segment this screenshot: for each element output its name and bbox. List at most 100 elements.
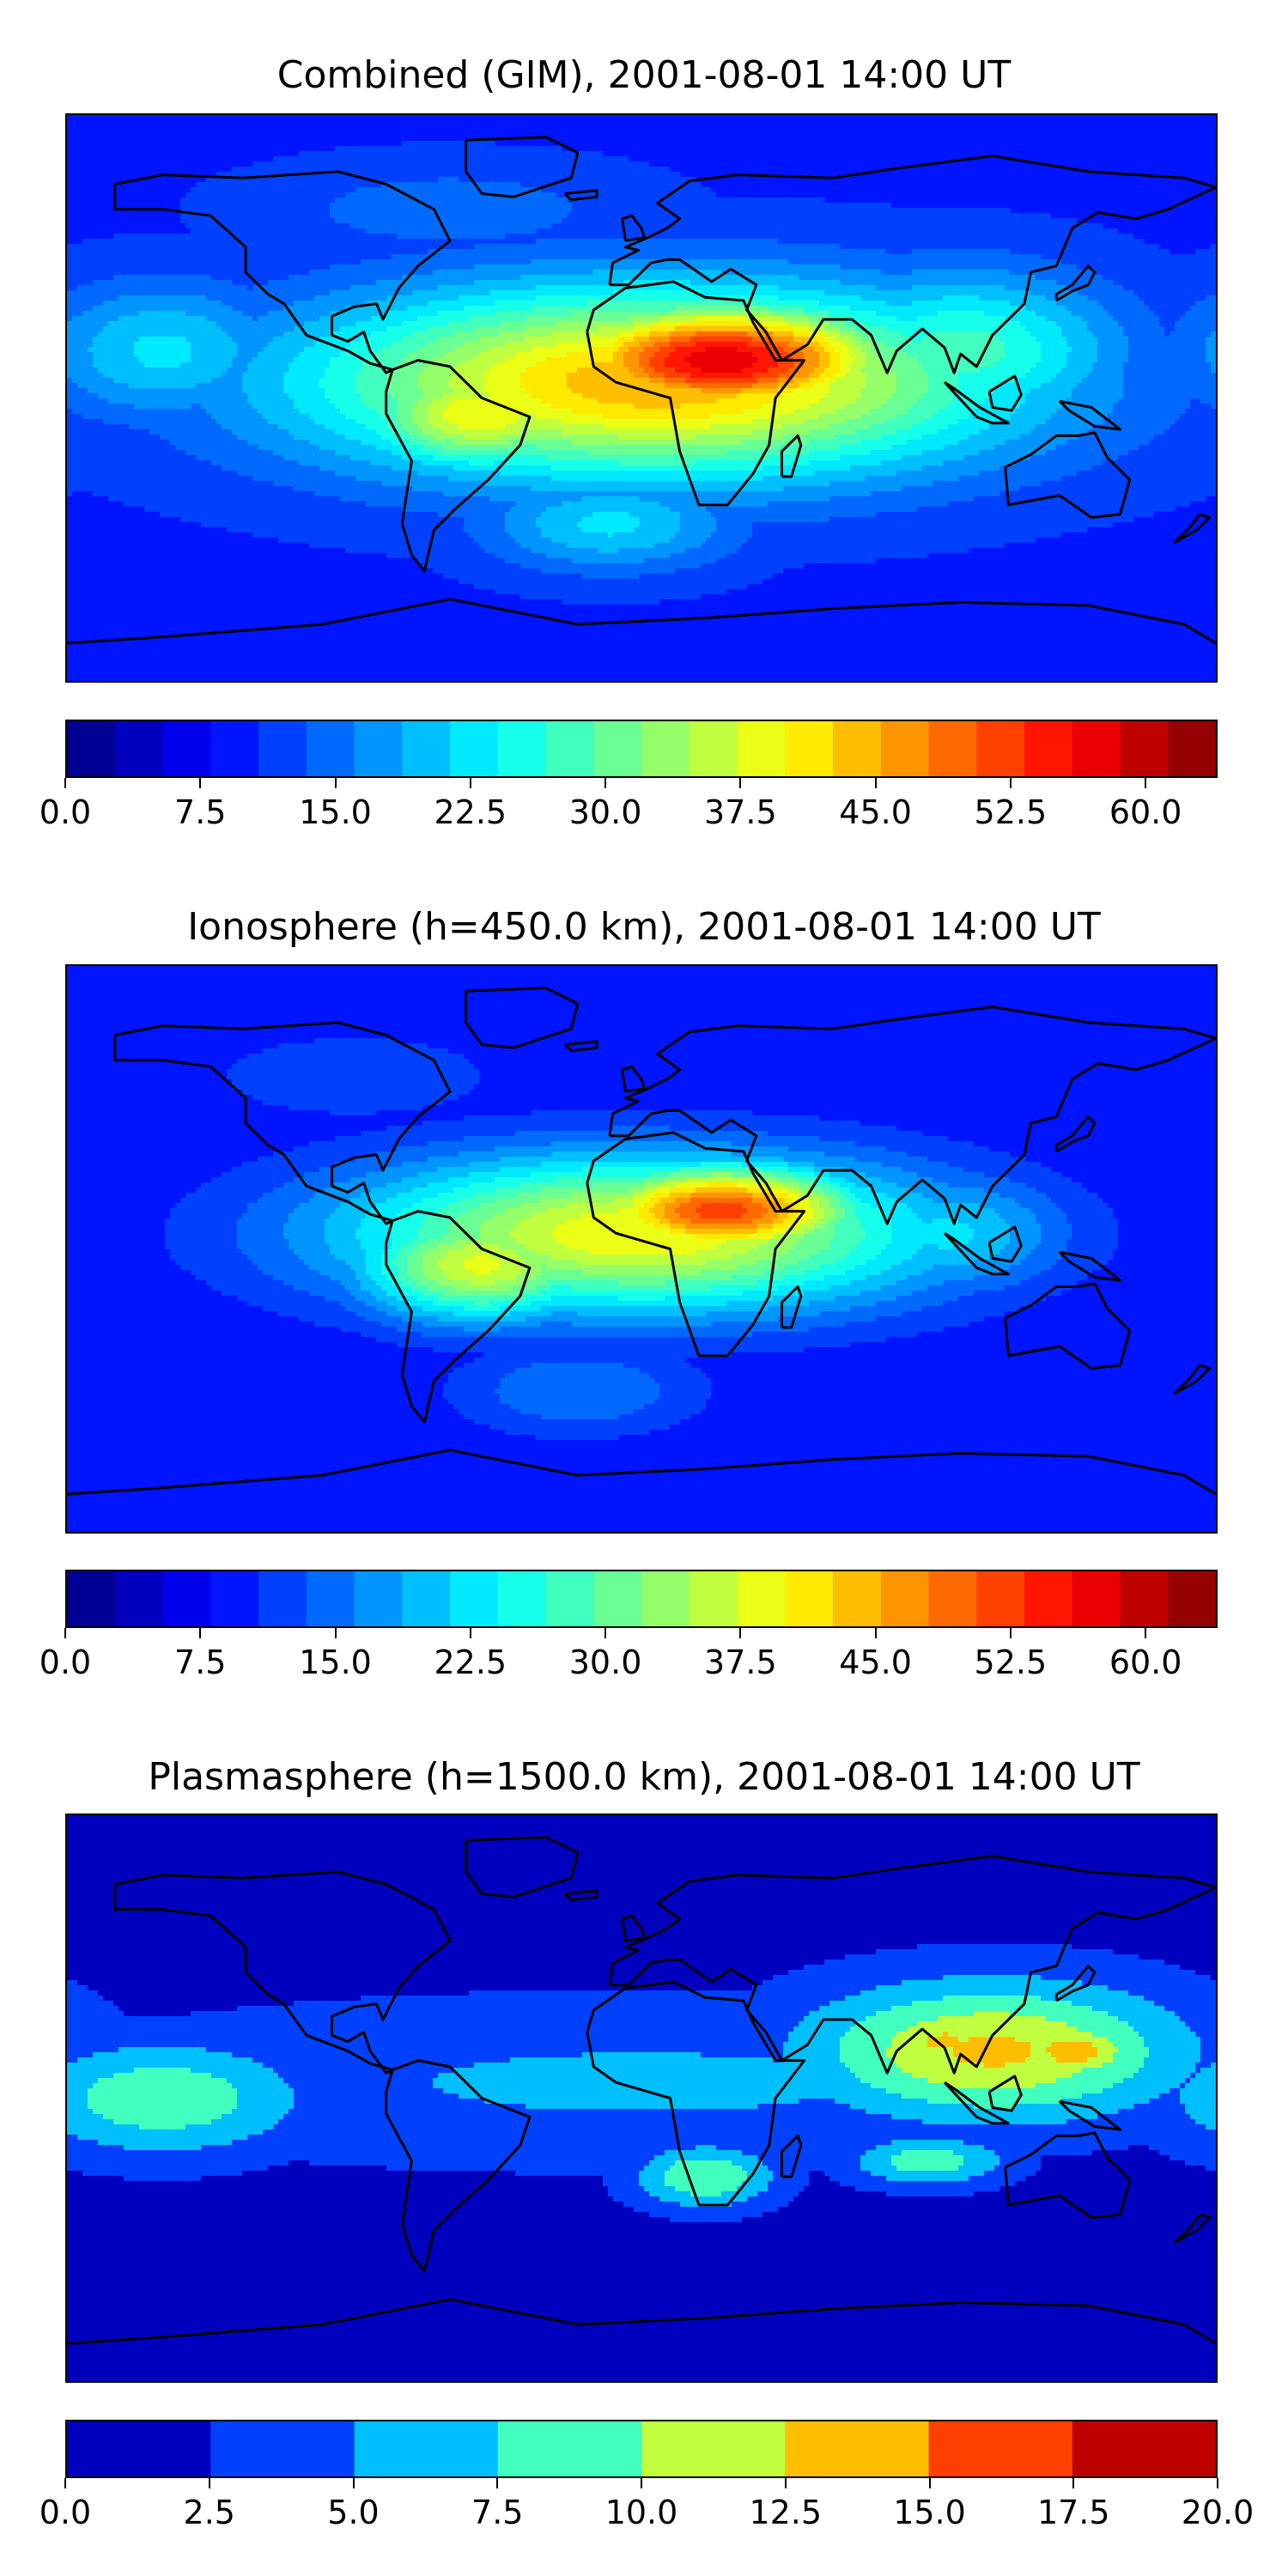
colorbar-level — [690, 1571, 738, 1626]
map-combined — [65, 113, 1218, 683]
colorbar-level — [641, 2421, 786, 2476]
colorbar-tick-mark — [64, 2478, 66, 2488]
colorbar-level — [210, 721, 258, 776]
colorbar-level — [210, 1571, 258, 1626]
colorbar-level — [115, 721, 163, 776]
colorbar-tick-mark — [605, 1628, 606, 1638]
colorbar-tick-label: 7.5 — [174, 1643, 226, 1681]
colorbar-level — [355, 2421, 499, 2476]
colorbar-level — [929, 1571, 977, 1626]
colorbar-level — [738, 1571, 786, 1626]
colorbar-level — [593, 1571, 641, 1626]
colorbar-tick-label: 37.5 — [704, 793, 777, 831]
colorbar-level — [498, 1571, 546, 1626]
colorbar-tick-label: 0.0 — [39, 2494, 91, 2531]
colorbar-tick-mark — [335, 1628, 337, 1638]
colorbar-level — [258, 721, 307, 776]
chart-title-combined: Combined (GIM), 2001-08-01 14:00 UT — [0, 53, 1288, 97]
colorbar-tick-mark — [1010, 1628, 1012, 1638]
colorbar-level — [1024, 1571, 1072, 1626]
colorbar-tick-mark — [335, 778, 337, 788]
colorbar-tick-mark — [875, 1628, 877, 1638]
colorbar-tick-label: 5.0 — [327, 2494, 379, 2531]
colorbar-tick-mark — [1145, 778, 1146, 788]
colorbar-tick-label: 12.5 — [749, 2494, 822, 2531]
colorbar-tick-mark — [1072, 2478, 1074, 2488]
colorbar-svg-plasmasphere — [67, 2421, 1216, 2476]
colorbar-ticks-ionosphere: 0.0 7.5 15.0 22.5 30.0 37.5 45.0 52.5 60.0 — [65, 1628, 1218, 1688]
map-ionosphere — [65, 964, 1218, 1534]
colorbar-level — [355, 721, 403, 776]
heatmap-field — [67, 966, 1216, 1532]
colorbar-tick-label: 0.0 — [39, 1643, 91, 1681]
colorbar-tick-label: 0.0 — [39, 793, 91, 831]
colorbar-level — [258, 1571, 307, 1626]
colorbar-tick-mark — [875, 778, 877, 788]
colorbar-tick-label: 10.0 — [605, 2494, 678, 2531]
colorbar-level — [929, 2421, 1073, 2476]
colorbar-level — [402, 721, 450, 776]
colorbar-level — [1168, 1571, 1216, 1626]
map-svg-combined — [67, 115, 1216, 681]
colorbar-level — [402, 1571, 450, 1626]
colorbar-tick-mark — [470, 1628, 471, 1638]
colorbar-level — [976, 1571, 1024, 1626]
colorbar-tick-label: 15.0 — [893, 2494, 966, 2531]
colorbar-tick-mark — [1010, 778, 1012, 788]
colorbar-plasmasphere — [65, 2420, 1218, 2478]
colorbar-tick-label: 60.0 — [1109, 793, 1182, 831]
colorbar-level — [593, 721, 641, 776]
colorbar-level — [881, 1571, 929, 1626]
colorbar-level — [785, 1571, 833, 1626]
colorbar-tick-mark — [353, 2478, 355, 2488]
colorbar-tick-label: 17.5 — [1037, 2494, 1110, 2531]
colorbar-tick-mark — [209, 2478, 210, 2488]
colorbar-level — [929, 721, 977, 776]
chart-title-plasmasphere: Plasmasphere (h=1500.0 km), 2001-08-01 1… — [0, 1755, 1288, 1799]
colorbar-level — [450, 1571, 498, 1626]
colorbar-tick-label: 52.5 — [975, 793, 1048, 831]
colorbar-level — [307, 1571, 355, 1626]
colorbar-level — [163, 1571, 211, 1626]
map-svg-plasmasphere — [67, 1815, 1216, 2381]
colorbar-ionosphere — [65, 1570, 1218, 1628]
colorbar-tick-label: 52.5 — [975, 1643, 1048, 1681]
chart-title-ionosphere: Ionosphere (h=450.0 km), 2001-08-01 14:0… — [0, 905, 1288, 949]
colorbar-level — [355, 1571, 403, 1626]
colorbar-tick-mark — [929, 2478, 931, 2488]
colorbar-tick-mark — [641, 2478, 642, 2488]
colorbar-level — [498, 2421, 642, 2476]
colorbar-level — [115, 1571, 163, 1626]
colorbar-level — [833, 721, 881, 776]
colorbar-tick-mark — [199, 1628, 201, 1638]
map-plasmasphere — [65, 1814, 1218, 2383]
colorbar-level — [1121, 1571, 1169, 1626]
colorbar-level — [690, 721, 738, 776]
colorbar-tick-mark — [785, 2478, 787, 2488]
colorbar-tick-mark — [1217, 2478, 1218, 2488]
colorbar-level — [833, 1571, 881, 1626]
colorbar-level — [546, 721, 594, 776]
colorbar-ticks-combined: 0.0 7.5 15.0 22.5 30.0 37.5 45.0 52.5 60.0 — [65, 778, 1218, 838]
colorbar-level — [163, 721, 211, 776]
colorbar-tick-label: 37.5 — [704, 1643, 777, 1681]
colorbar-svg-combined — [67, 721, 1216, 776]
colorbar-level — [210, 2421, 355, 2476]
heatmap-field — [67, 1815, 1216, 2381]
colorbar-tick-label: 22.5 — [434, 1643, 507, 1681]
colorbar-level — [785, 721, 833, 776]
colorbar-level — [1072, 1571, 1121, 1626]
colorbar-tick-label: 7.5 — [471, 2494, 523, 2531]
colorbar-level — [67, 1571, 115, 1626]
colorbar-level — [67, 2421, 211, 2476]
colorbar-level — [450, 721, 498, 776]
colorbar-tick-mark — [64, 1628, 66, 1638]
colorbar-level — [1072, 2421, 1216, 2476]
colorbar-level — [1072, 721, 1121, 776]
colorbar-level — [498, 721, 546, 776]
colorbar-level — [881, 721, 929, 776]
colorbar-tick-mark — [739, 1628, 741, 1638]
colorbar-level — [738, 721, 786, 776]
colorbar-tick-label: 15.0 — [299, 1643, 372, 1681]
colorbar-level — [976, 721, 1024, 776]
